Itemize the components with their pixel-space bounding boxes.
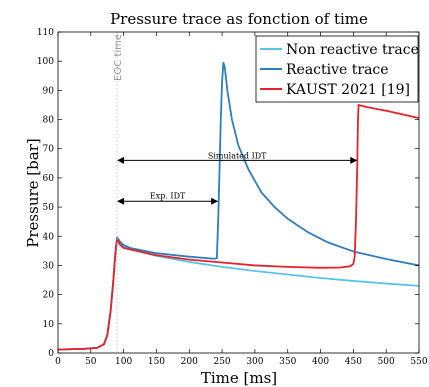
x-tick-label: 450 xyxy=(345,357,362,367)
eoc-label: EOC time xyxy=(113,34,124,81)
y-tick-label: 10 xyxy=(43,320,55,330)
legend-box xyxy=(255,35,419,103)
x-tick-label: 400 xyxy=(312,357,329,367)
y-tick-label: 60 xyxy=(43,174,55,184)
y-tick-label: 110 xyxy=(37,28,54,38)
x-tick-label: 50 xyxy=(85,357,97,367)
exp-idt-arrow xyxy=(117,197,219,205)
y-tick-label: 70 xyxy=(43,145,55,155)
exp-idt-label: Exp. IDT xyxy=(150,191,186,200)
plot-frame xyxy=(57,31,420,354)
x-tick-label: 500 xyxy=(378,357,395,367)
y-tick-label: 100 xyxy=(37,57,54,67)
y-tick-label: 90 xyxy=(43,86,55,96)
x-tick-label: 0 xyxy=(55,357,61,367)
simulated-idt-label: Simulated IDT xyxy=(208,151,267,160)
y-tick-label: 0 xyxy=(48,349,54,359)
x-tick-label: 250 xyxy=(213,357,230,367)
x-axis-ticks: 0 50 100 150 200 250 300 350 400 450 500 550 xyxy=(55,32,428,367)
x-axis-label: Time [ms] xyxy=(201,369,277,387)
series-line-3 xyxy=(58,104,419,351)
x-tick-label: 550 xyxy=(410,357,427,367)
y-axis-label: Pressure [bar] xyxy=(24,138,42,247)
x-tick-label: 350 xyxy=(279,357,296,367)
x-tick-label: 100 xyxy=(115,357,132,367)
chart-title: Pressure trace as fonction of time xyxy=(110,10,368,28)
legend: Non reactive trace Reactive trace KAUST 20… xyxy=(255,35,419,103)
y-axis-ticks: 0 10 20 30 40 50 60 70 80 90 100 110 xyxy=(37,28,419,359)
simulated-idt-arrow xyxy=(117,156,358,164)
y-tick-label: 30 xyxy=(43,261,55,271)
legend-entry-1: Non reactive trace xyxy=(286,42,419,58)
legend-entry-3: KAUST 2021 [19] xyxy=(286,82,410,98)
y-tick-label: 40 xyxy=(43,232,55,242)
series-layer xyxy=(58,61,419,351)
legend-entry-2: Reactive trace xyxy=(286,62,389,78)
x-tick-label: 150 xyxy=(148,357,165,367)
x-tick-label: 200 xyxy=(181,357,198,367)
y-tick-label: 20 xyxy=(43,291,55,301)
y-tick-label: 80 xyxy=(43,116,55,126)
x-tick-label: 300 xyxy=(246,357,263,367)
annotation-layer: EOC time Simulated IDT Exp. IDT xyxy=(113,32,358,353)
y-tick-label: 50 xyxy=(43,203,55,213)
